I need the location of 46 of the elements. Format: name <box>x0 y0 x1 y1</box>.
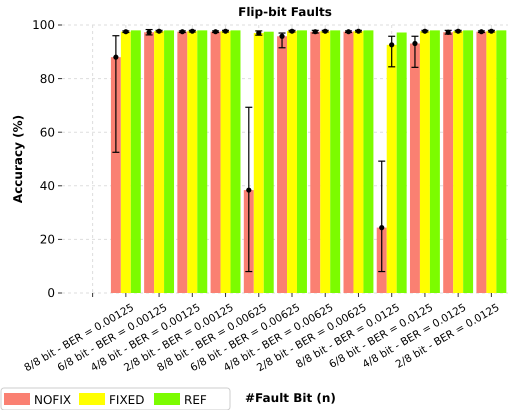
chart-title: Flip-bit Faults <box>238 5 332 19</box>
legend-label: REF <box>184 393 207 407</box>
y-tick-label: 60 <box>40 125 55 140</box>
bar <box>330 30 340 293</box>
y-axis-title: Accuracy (%) <box>11 114 25 204</box>
y-tick-label: 40 <box>40 179 55 193</box>
y-tick-label: 100 <box>32 18 55 32</box>
bar <box>210 32 221 293</box>
bar <box>187 31 198 293</box>
bar <box>353 31 364 293</box>
bar <box>296 30 307 293</box>
bar <box>154 31 164 293</box>
bar <box>463 30 474 293</box>
bar <box>476 32 486 293</box>
bar <box>344 32 354 293</box>
bar <box>144 32 154 293</box>
bar <box>310 32 320 293</box>
bar <box>197 30 208 293</box>
bar <box>230 30 240 293</box>
bar <box>130 30 141 293</box>
bar <box>443 32 454 293</box>
bar <box>264 32 274 293</box>
bar <box>486 31 496 293</box>
bar <box>287 31 297 293</box>
bar <box>386 44 397 293</box>
x-axis-title: #Fault Bit (n) <box>245 391 336 405</box>
legend-label: FIXED <box>109 393 144 407</box>
bar <box>320 31 330 293</box>
bar <box>363 30 374 293</box>
y-tick-label: 80 <box>40 72 55 86</box>
bar <box>496 30 506 293</box>
bar <box>277 36 288 293</box>
bar <box>220 31 231 293</box>
bar <box>420 31 430 293</box>
bar <box>410 43 420 293</box>
bar <box>164 30 174 293</box>
bar <box>254 33 264 293</box>
bar <box>430 30 440 293</box>
bar <box>177 32 188 293</box>
bar <box>120 32 131 293</box>
bar <box>110 57 121 293</box>
y-tick-label: 20 <box>40 232 55 247</box>
y-tick-label: 0 <box>47 286 55 300</box>
bar <box>453 31 464 293</box>
legend-label: NOFIX <box>34 393 72 407</box>
bar <box>396 32 407 293</box>
